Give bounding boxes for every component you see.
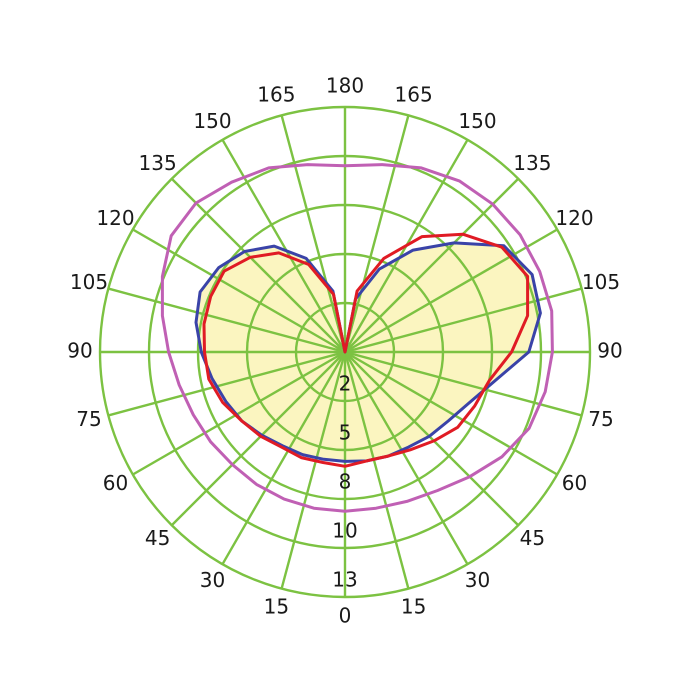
angle-label: 180 [326, 74, 364, 98]
grid-spoke [221, 139, 347, 353]
angle-label: 30 [465, 568, 490, 592]
angle-label: 0 [339, 604, 352, 628]
ring-label: 2 [339, 372, 352, 396]
angle-label: 75 [588, 407, 613, 431]
grid-spoke [108, 287, 346, 354]
grid-spoke [344, 177, 520, 353]
angle-label: 45 [145, 526, 170, 550]
angle-label: 165 [257, 83, 295, 107]
grid-spoke [170, 177, 346, 353]
angle-label: 120 [555, 206, 593, 230]
series-layer [160, 163, 554, 513]
series-line-1 [202, 232, 530, 468]
grid-spoke [344, 228, 558, 354]
grid-spoke [344, 350, 558, 476]
angle-label: 90 [67, 339, 92, 363]
grid-spoke [343, 351, 469, 565]
angle-label: 105 [582, 270, 620, 294]
angle-label: 30 [200, 568, 225, 592]
angle-label: 165 [395, 83, 433, 107]
polar-grid [98, 105, 592, 599]
grid-spoke [108, 350, 346, 417]
grid-spoke [343, 115, 410, 353]
ring-label: 13 [332, 568, 357, 592]
label-layer: 0 153045607590105120135150165180165150135… [67, 74, 622, 628]
angle-label: 150 [458, 109, 496, 133]
grid-spoke [170, 351, 346, 527]
angle-label: 75 [76, 407, 101, 431]
ring-label: 5 [339, 421, 352, 445]
ring-label: 8 [339, 470, 352, 494]
angle-label: 15 [401, 595, 426, 619]
series-line-2 [160, 163, 554, 513]
angle-label: 135 [139, 151, 177, 175]
angle-label: 105 [70, 270, 108, 294]
grid-spoke [280, 115, 347, 353]
grid-spoke [344, 351, 520, 527]
angle-label: 120 [96, 206, 134, 230]
grid-spoke [344, 287, 582, 354]
grid-spoke [221, 351, 347, 565]
grid-spoke [132, 350, 346, 476]
angle-label: 60 [562, 471, 587, 495]
angle-label: 135 [513, 151, 551, 175]
angle-label: 45 [520, 526, 545, 550]
grid-spoke [344, 350, 582, 417]
grid-spoke [343, 351, 410, 589]
ring-label: 10 [332, 519, 357, 543]
angle-label: 60 [103, 471, 128, 495]
grid-spoke [280, 351, 347, 589]
angle-label: 15 [264, 595, 289, 619]
angle-label: 90 [597, 339, 622, 363]
angle-label: 150 [193, 109, 231, 133]
